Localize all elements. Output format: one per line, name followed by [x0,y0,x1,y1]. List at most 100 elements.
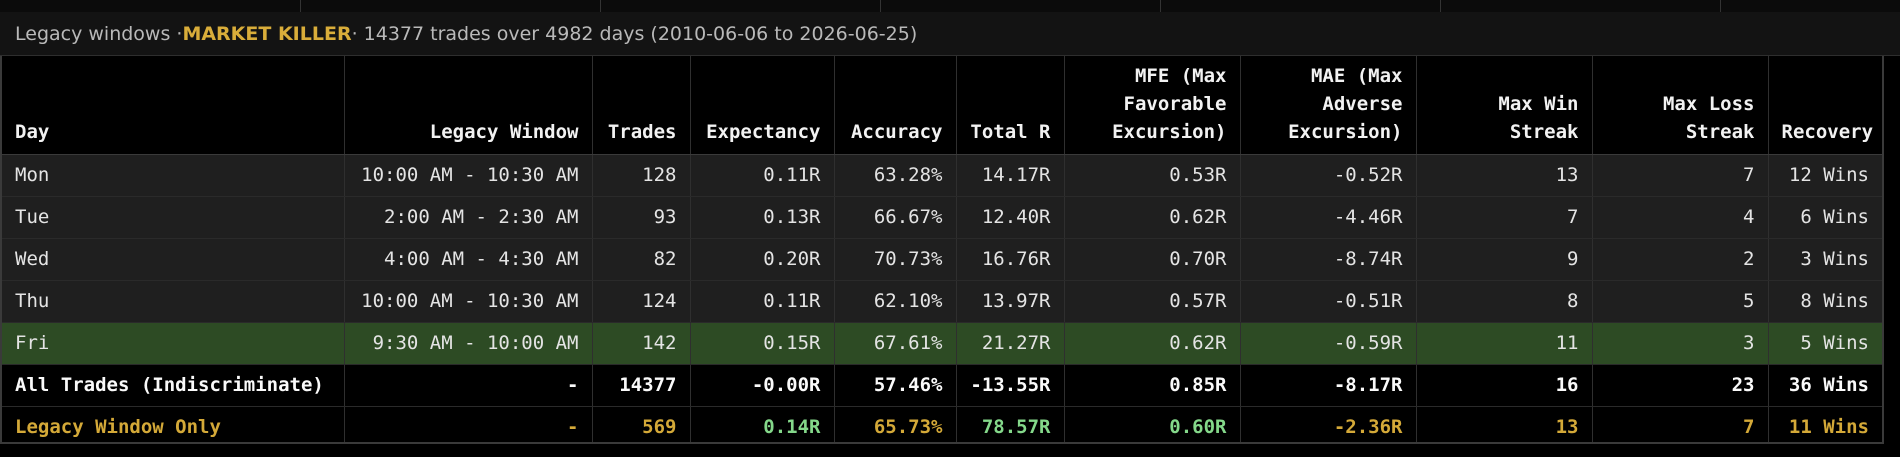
cell-total-r: -13.55R [956,364,1065,407]
cell-window: 4:00 AM - 4:30 AM [344,238,593,281]
cell-expectancy: 0.15R [690,322,835,365]
cell-max-loss-streak: 4 [1592,196,1769,239]
cell-recovery: 11 Wins [1768,406,1882,442]
cell-accuracy: 62.10% [834,280,957,323]
cell-window: 10:00 AM - 10:30 AM [344,280,593,323]
bottom-chart-strip [0,444,1900,457]
cell-max-win-streak: 9 [1416,238,1593,281]
cell-mae: -8.74R [1240,238,1417,281]
cell-max-win-streak: 16 [1416,364,1593,407]
cell-trades: 82 [592,238,691,281]
cell-recovery: 5 Wins [1768,322,1882,365]
cell-expectancy: 0.11R [690,154,835,197]
cell-trades: 142 [592,322,691,365]
cell-mfe: 0.70R [1064,238,1241,281]
cell-expectancy: -0.00R [690,364,835,407]
cell-expectancy: 0.13R [690,196,835,239]
cell-expectancy: 0.11R [690,280,835,323]
legacy-windows-table: Day Legacy Window Trades Expectancy Accu… [0,56,1884,444]
table-row-all-trades[interactable]: All Trades (Indiscriminate) - 14377 -0.0… [2,364,1882,407]
cell-recovery: 12 Wins [1768,154,1882,197]
cell-accuracy: 57.46% [834,364,957,407]
cell-window: - [344,406,593,442]
col-header-total-r[interactable]: Total R [956,56,1065,155]
col-header-max-win-streak[interactable]: Max Win Streak [1416,56,1593,155]
cell-day: Thu [2,280,345,323]
strategy-name: MARKET KILLER [182,22,352,45]
table-row-wed[interactable]: Wed 4:00 AM - 4:30 AM 82 0.20R 70.73% 16… [2,238,1882,281]
cell-accuracy: 66.67% [834,196,957,239]
cell-day: Mon [2,154,345,197]
cell-max-loss-streak: 23 [1592,364,1769,407]
table-row-thu[interactable]: Thu 10:00 AM - 10:30 AM 124 0.11R 62.10%… [2,280,1882,323]
caption-prefix: Legacy windows · [15,22,183,45]
cell-day: Tue [2,196,345,239]
cell-total-r: 14.17R [956,154,1065,197]
cell-recovery: 6 Wins [1768,196,1882,239]
cell-max-loss-streak: 7 [1592,154,1769,197]
cell-max-win-streak: 7 [1416,196,1593,239]
col-header-legacy-window[interactable]: Legacy Window [344,56,593,155]
cell-mae: -2.36R [1240,406,1417,442]
cell-expectancy: 0.20R [690,238,835,281]
table-row-tue[interactable]: Tue 2:00 AM - 2:30 AM 93 0.13R 66.67% 12… [2,196,1882,239]
cell-mae: -0.52R [1240,154,1417,197]
cell-recovery: 36 Wins [1768,364,1882,407]
table-header-row: Day Legacy Window Trades Expectancy Accu… [2,56,1882,155]
cell-mae: -4.46R [1240,196,1417,239]
cell-window: 2:00 AM - 2:30 AM [344,196,593,239]
cell-trades: 128 [592,154,691,197]
cell-accuracy: 65.73% [834,406,957,442]
cell-mfe: 0.62R [1064,322,1241,365]
table-caption: Legacy windows · MARKET KILLER · 14377 t… [0,12,1900,56]
table-row-fri-highlighted[interactable]: Fri 9:30 AM - 10:00 AM 142 0.15R 67.61% … [2,322,1882,365]
cell-max-win-streak: 13 [1416,154,1593,197]
col-header-recovery[interactable]: Recovery [1768,56,1882,155]
cell-max-loss-streak: 7 [1592,406,1769,442]
cell-total-r: 16.76R [956,238,1065,281]
col-header-expectancy[interactable]: Expectancy [690,56,835,155]
cell-accuracy: 67.61% [834,322,957,365]
cell-total-r: 78.57R [956,406,1065,442]
cell-day: All Trades (Indiscriminate) [2,364,345,407]
cell-trades: 124 [592,280,691,323]
cell-window: 10:00 AM - 10:30 AM [344,154,593,197]
col-header-accuracy[interactable]: Accuracy [834,56,957,155]
cell-window: - [344,364,593,407]
cell-max-win-streak: 11 [1416,322,1593,365]
cell-day: Fri [2,322,345,365]
cell-day: Wed [2,238,345,281]
col-header-mae[interactable]: MAE (Max Adverse Excursion) [1240,56,1417,155]
cell-mfe: 0.60R [1064,406,1241,442]
cell-window: 9:30 AM - 10:00 AM [344,322,593,365]
cell-day: Legacy Window Only [2,406,345,442]
cell-max-win-streak: 13 [1416,406,1593,442]
col-header-mfe[interactable]: MFE (Max Favorable Excursion) [1064,56,1241,155]
col-header-max-loss-streak[interactable]: Max Loss Streak [1592,56,1769,155]
cell-mfe: 0.53R [1064,154,1241,197]
cell-recovery: 8 Wins [1768,280,1882,323]
cell-max-loss-streak: 5 [1592,280,1769,323]
cell-total-r: 21.27R [956,322,1065,365]
cell-max-loss-streak: 2 [1592,238,1769,281]
cell-mae: -0.59R [1240,322,1417,365]
cell-mfe: 0.57R [1064,280,1241,323]
cell-mae: -0.51R [1240,280,1417,323]
table-row-mon[interactable]: Mon 10:00 AM - 10:30 AM 128 0.11R 63.28%… [2,154,1882,197]
cell-accuracy: 63.28% [834,154,957,197]
cell-recovery: 3 Wins [1768,238,1882,281]
cell-trades: 93 [592,196,691,239]
cell-total-r: 13.97R [956,280,1065,323]
col-header-day[interactable]: Day [2,56,345,155]
col-header-trades[interactable]: Trades [592,56,691,155]
cell-mfe: 0.85R [1064,364,1241,407]
cell-mae: -8.17R [1240,364,1417,407]
cell-total-r: 12.40R [956,196,1065,239]
cell-max-loss-streak: 3 [1592,322,1769,365]
cell-trades: 569 [592,406,691,442]
cell-expectancy: 0.14R [690,406,835,442]
caption-suffix: · 14377 trades over 4982 days (2010-06-0… [351,22,918,45]
cell-accuracy: 70.73% [834,238,957,281]
cell-max-win-streak: 8 [1416,280,1593,323]
table-row-legacy-window-only[interactable]: Legacy Window Only - 569 0.14R 65.73% 78… [2,406,1882,442]
